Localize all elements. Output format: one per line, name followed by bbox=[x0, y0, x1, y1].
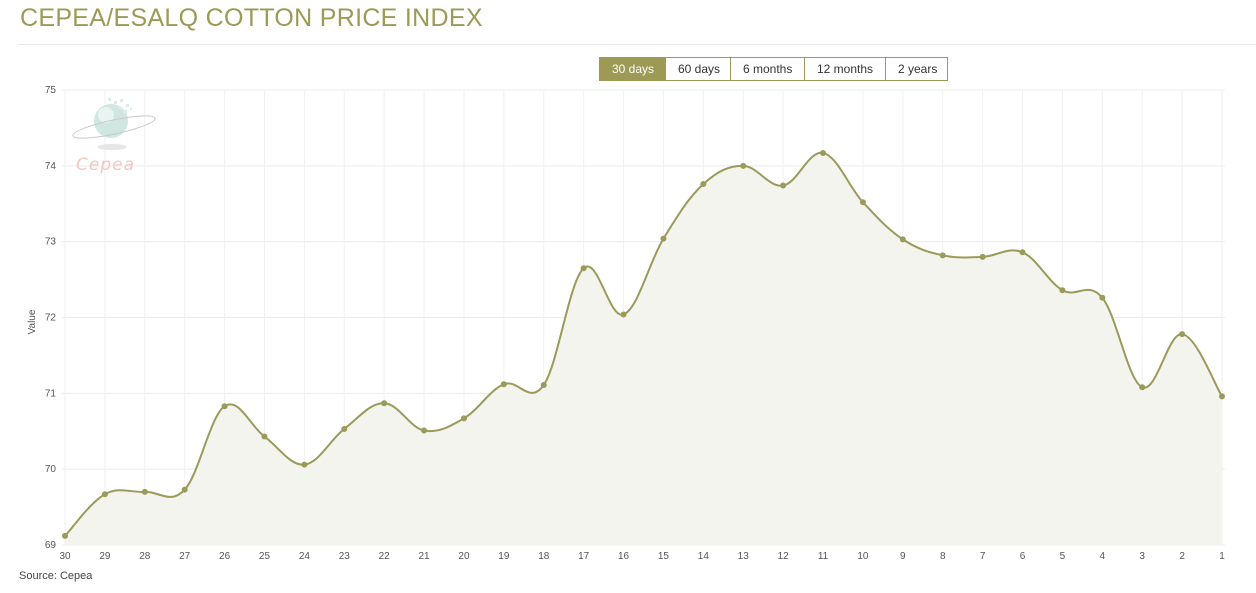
y-axis-ticks: 69 70 71 72 73 74 75 bbox=[45, 85, 57, 551]
data-point[interactable] bbox=[141, 488, 148, 495]
x-tick-label: 30 bbox=[59, 551, 71, 562]
cepea-watermark: Cepea bbox=[72, 98, 156, 175]
x-tick-label: 27 bbox=[179, 551, 191, 562]
x-tick-label: 26 bbox=[219, 551, 231, 562]
range-tab-12-months[interactable]: 12 months bbox=[804, 58, 885, 80]
data-point[interactable] bbox=[1019, 249, 1026, 256]
data-point[interactable] bbox=[221, 403, 228, 410]
x-tick-label: 11 bbox=[818, 551, 829, 562]
range-tab-2-years[interactable]: 2 years bbox=[885, 58, 947, 80]
data-point[interactable] bbox=[899, 236, 906, 243]
x-tick-label: 3 bbox=[1139, 551, 1145, 562]
x-axis-ticks: 30 29 28 27 26 25 24 23 22 21 20 19 18 17 16 15 14 13 12 11… bbox=[59, 551, 1225, 562]
data-point[interactable] bbox=[979, 253, 986, 260]
x-tick-label: 20 bbox=[458, 551, 470, 562]
y-tick-label: 73 bbox=[45, 237, 57, 248]
data-point[interactable] bbox=[1179, 331, 1186, 338]
globe-icon bbox=[72, 98, 156, 150]
watermark-text: Cepea bbox=[76, 155, 135, 175]
y-tick-label: 74 bbox=[45, 161, 57, 172]
data-point[interactable] bbox=[101, 491, 108, 498]
data-point[interactable] bbox=[700, 181, 707, 188]
data-point[interactable] bbox=[301, 461, 308, 468]
source-note: Source: Cepea bbox=[19, 570, 93, 582]
range-tab-60-days[interactable]: 60 days bbox=[665, 58, 730, 80]
data-point[interactable] bbox=[780, 182, 787, 189]
y-axis-title: Value bbox=[27, 309, 38, 334]
data-point[interactable] bbox=[820, 149, 827, 156]
x-tick-label: 7 bbox=[980, 551, 986, 562]
y-tick-label: 70 bbox=[45, 464, 57, 475]
x-tick-label: 17 bbox=[578, 551, 590, 562]
data-point[interactable] bbox=[660, 235, 667, 242]
area-fill bbox=[65, 152, 1222, 545]
x-tick-label: 22 bbox=[379, 551, 391, 562]
x-tick-label: 15 bbox=[658, 551, 670, 562]
range-tab-6-months[interactable]: 6 months bbox=[730, 58, 804, 80]
y-tick-label: 75 bbox=[45, 85, 57, 96]
y-tick-label: 69 bbox=[45, 540, 57, 551]
data-point[interactable] bbox=[1099, 294, 1106, 301]
x-tick-label: 18 bbox=[538, 551, 550, 562]
x-tick-label: 12 bbox=[778, 551, 790, 562]
y-tick-label: 71 bbox=[45, 388, 57, 399]
range-selector: 30 days 60 days 6 months 12 months 2 yea… bbox=[599, 57, 948, 81]
data-point[interactable] bbox=[1219, 393, 1225, 400]
data-point[interactable] bbox=[740, 162, 747, 169]
data-point[interactable] bbox=[580, 265, 587, 272]
x-tick-label: 23 bbox=[339, 551, 351, 562]
data-point[interactable] bbox=[620, 311, 627, 318]
data-point[interactable] bbox=[381, 400, 388, 407]
data-point[interactable] bbox=[939, 252, 946, 259]
range-tab-30-days[interactable]: 30 days bbox=[600, 58, 665, 80]
data-point[interactable] bbox=[62, 532, 68, 539]
data-point[interactable] bbox=[460, 415, 467, 422]
data-point[interactable] bbox=[1059, 287, 1066, 294]
x-tick-label: 6 bbox=[1020, 551, 1026, 562]
y-tick-label: 72 bbox=[45, 313, 57, 324]
x-tick-label: 21 bbox=[419, 551, 431, 562]
chart-area bbox=[64, 151, 1223, 545]
x-tick-label: 1 bbox=[1219, 551, 1225, 562]
x-tick-label: 24 bbox=[299, 551, 311, 562]
x-tick-label: 25 bbox=[259, 551, 271, 562]
chart-points bbox=[62, 149, 1225, 539]
x-tick-label: 29 bbox=[99, 551, 111, 562]
x-tick-label: 4 bbox=[1100, 551, 1106, 562]
data-point[interactable] bbox=[859, 199, 866, 206]
x-tick-label: 13 bbox=[738, 551, 750, 562]
x-tick-label: 19 bbox=[498, 551, 510, 562]
data-point[interactable] bbox=[500, 381, 507, 388]
x-tick-label: 16 bbox=[618, 551, 630, 562]
x-tick-label: 8 bbox=[940, 551, 946, 562]
x-tick-label: 28 bbox=[139, 551, 151, 562]
x-tick-label: 14 bbox=[698, 551, 710, 562]
x-tick-label: 9 bbox=[900, 551, 906, 562]
title-divider bbox=[18, 44, 1256, 45]
data-point[interactable] bbox=[261, 433, 268, 440]
data-point[interactable] bbox=[421, 427, 428, 434]
x-tick-label: 5 bbox=[1060, 551, 1066, 562]
x-tick-label: 10 bbox=[857, 551, 869, 562]
page-title: CEPEA/ESALQ COTTON PRICE INDEX bbox=[20, 4, 483, 32]
data-point[interactable] bbox=[1139, 384, 1146, 391]
data-point[interactable] bbox=[181, 486, 188, 493]
x-tick-label: 2 bbox=[1179, 551, 1185, 562]
data-point[interactable] bbox=[540, 381, 547, 388]
data-point[interactable] bbox=[341, 425, 348, 432]
